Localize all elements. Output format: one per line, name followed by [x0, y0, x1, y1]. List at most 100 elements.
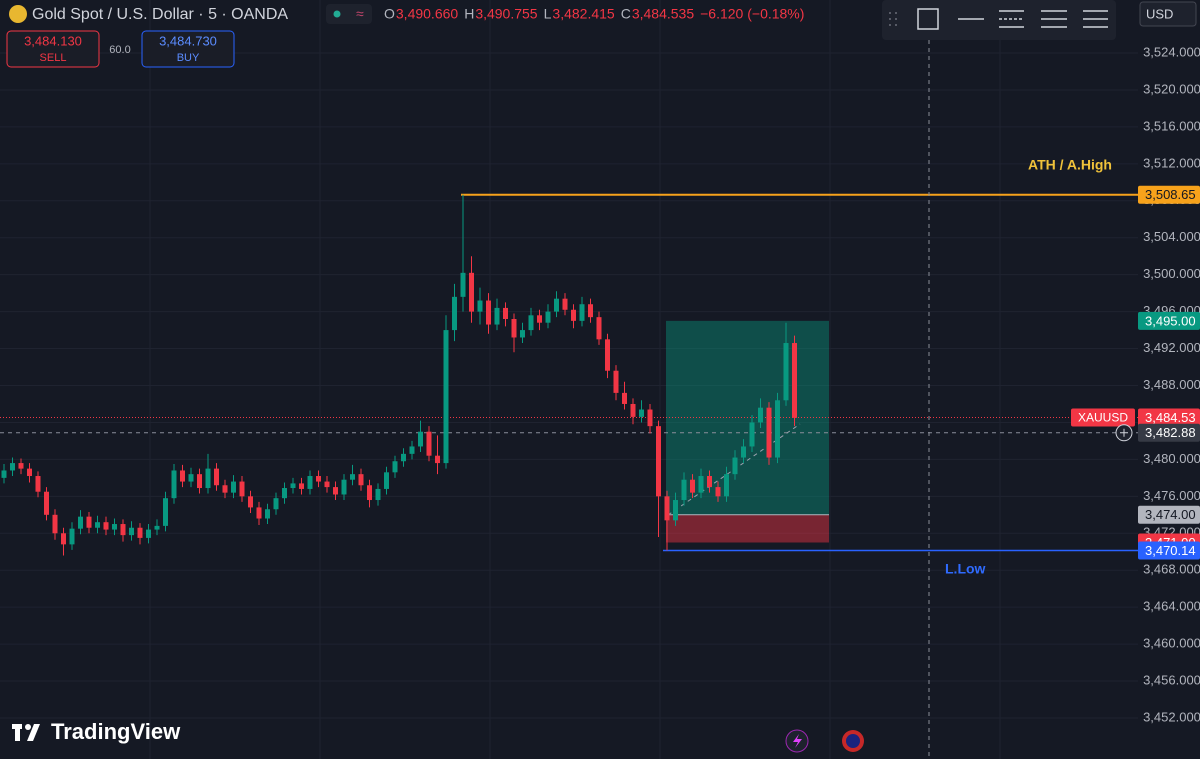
candle-body	[656, 426, 661, 497]
candle-body	[273, 498, 279, 510]
candle-body	[35, 476, 41, 492]
candle-body	[95, 522, 100, 528]
candle-body	[443, 330, 449, 464]
ohlc-value: 3,482.415	[552, 6, 614, 22]
take-profit-tag	[1138, 311, 1200, 330]
candle-body	[239, 481, 245, 497]
candle-body	[154, 525, 160, 530]
candle-body	[112, 524, 117, 530]
price-tags: 3,508.65 3,495.00 XAUUSD 3,484.533,482.88 3,…	[1071, 185, 1200, 560]
sell-button[interactable]	[6, 30, 100, 68]
candle-body	[690, 479, 695, 493]
last-price-tag	[1138, 408, 1200, 427]
grid	[0, 52, 1138, 719]
candle-body	[766, 407, 772, 458]
candle-body	[605, 339, 610, 371]
candle-body	[86, 516, 92, 528]
candle-body	[214, 468, 219, 486]
candle-body	[673, 500, 678, 521]
candle-body	[554, 298, 559, 312]
candle-body	[188, 474, 194, 482]
lines-tool[interactable]	[1041, 10, 1067, 28]
candle-body	[231, 481, 236, 493]
market-open-dot	[333, 10, 341, 18]
low-label: 3,470.14	[1145, 543, 1196, 558]
candle-body	[741, 446, 746, 458]
status-pill	[326, 4, 372, 24]
candle-body	[647, 409, 653, 427]
candle-body	[724, 474, 729, 497]
candle-body	[171, 470, 177, 499]
ath-tag	[1138, 185, 1200, 204]
candle-body	[732, 457, 738, 475]
y-tick-label: 3,460.000	[1143, 636, 1200, 651]
crosshair-tag	[1138, 423, 1200, 442]
currency-box[interactable]	[1139, 1, 1197, 27]
y-tick-label: 3,512.000	[1143, 155, 1200, 170]
candle-body	[316, 476, 321, 482]
status-icon: ≈	[356, 6, 364, 22]
candle-body	[792, 343, 797, 418]
candle-body	[571, 309, 576, 321]
candle-body	[18, 463, 24, 469]
symbol-icon	[9, 5, 27, 23]
candle-body	[52, 514, 58, 534]
candle-body	[180, 470, 185, 482]
ath-annotation: ATH / A.High	[1028, 157, 1112, 173]
sell-price: 3,484.130	[24, 33, 82, 48]
candle-body	[588, 304, 593, 318]
candle-body	[783, 343, 789, 401]
candle-body	[44, 491, 49, 515]
candle-body	[69, 528, 75, 545]
candle-body	[537, 315, 542, 323]
y-tick-label: 3,524.000	[1143, 44, 1200, 59]
candle-body	[384, 472, 389, 489]
buy-button[interactable]	[141, 30, 235, 68]
candle-body	[528, 315, 534, 331]
y-tick-label: 3,520.000	[1143, 81, 1200, 96]
candle-body	[265, 509, 270, 519]
vertical-grid	[149, 0, 1001, 759]
y-tick-label: 3,476.000	[1143, 488, 1200, 503]
candle-body	[129, 527, 134, 536]
candle-body	[290, 483, 296, 489]
ohlc-header: O 3,490.660 H 3,490.755 L 3,482.415 C 3,484.535	[384, 6, 694, 22]
ohlc-value: 3,490.755	[475, 6, 537, 22]
currency: USD	[1146, 6, 1173, 21]
candle-body	[664, 496, 670, 521]
flag-glyph	[846, 734, 860, 748]
candle-body	[103, 522, 109, 530]
candles	[1, 194, 797, 556]
ohlc-key: H	[464, 6, 474, 22]
candle-body	[630, 403, 636, 417]
candle-body	[775, 400, 780, 458]
buy-label: BUY	[177, 52, 200, 64]
brand-logo	[12, 724, 40, 741]
candle-body	[418, 431, 423, 447]
candle-body	[469, 272, 474, 312]
symbol-title: Gold Spot / U.S. Dollar · 5 · OANDA	[32, 6, 288, 23]
fib-tool[interactable]	[999, 10, 1024, 28]
ohlc-key: L	[544, 6, 552, 22]
candle-body	[562, 298, 568, 310]
settings-tool[interactable]	[1083, 10, 1108, 28]
entry-tag	[1138, 505, 1200, 524]
take-profit-label: 3,495.00	[1145, 313, 1196, 328]
rect-tool[interactable]	[917, 8, 939, 30]
candle-body	[681, 479, 687, 501]
candle-body	[248, 496, 253, 508]
y-tick-label: 3,488.000	[1143, 377, 1200, 392]
candle-body	[613, 370, 619, 393]
ohlc-value: 3,490.660	[396, 6, 458, 22]
candle-body	[350, 474, 355, 480]
candle-body	[698, 476, 704, 493]
candle-body	[409, 446, 415, 454]
symbol-label: XAUUSD	[1078, 411, 1128, 425]
y-tick-label: 3,468.000	[1143, 562, 1200, 577]
candle-body	[435, 455, 440, 464]
symbol-tag	[1071, 408, 1135, 427]
candle-body	[460, 272, 466, 297]
low-tag	[1138, 541, 1200, 560]
drawing-toolbar	[882, 0, 1116, 40]
